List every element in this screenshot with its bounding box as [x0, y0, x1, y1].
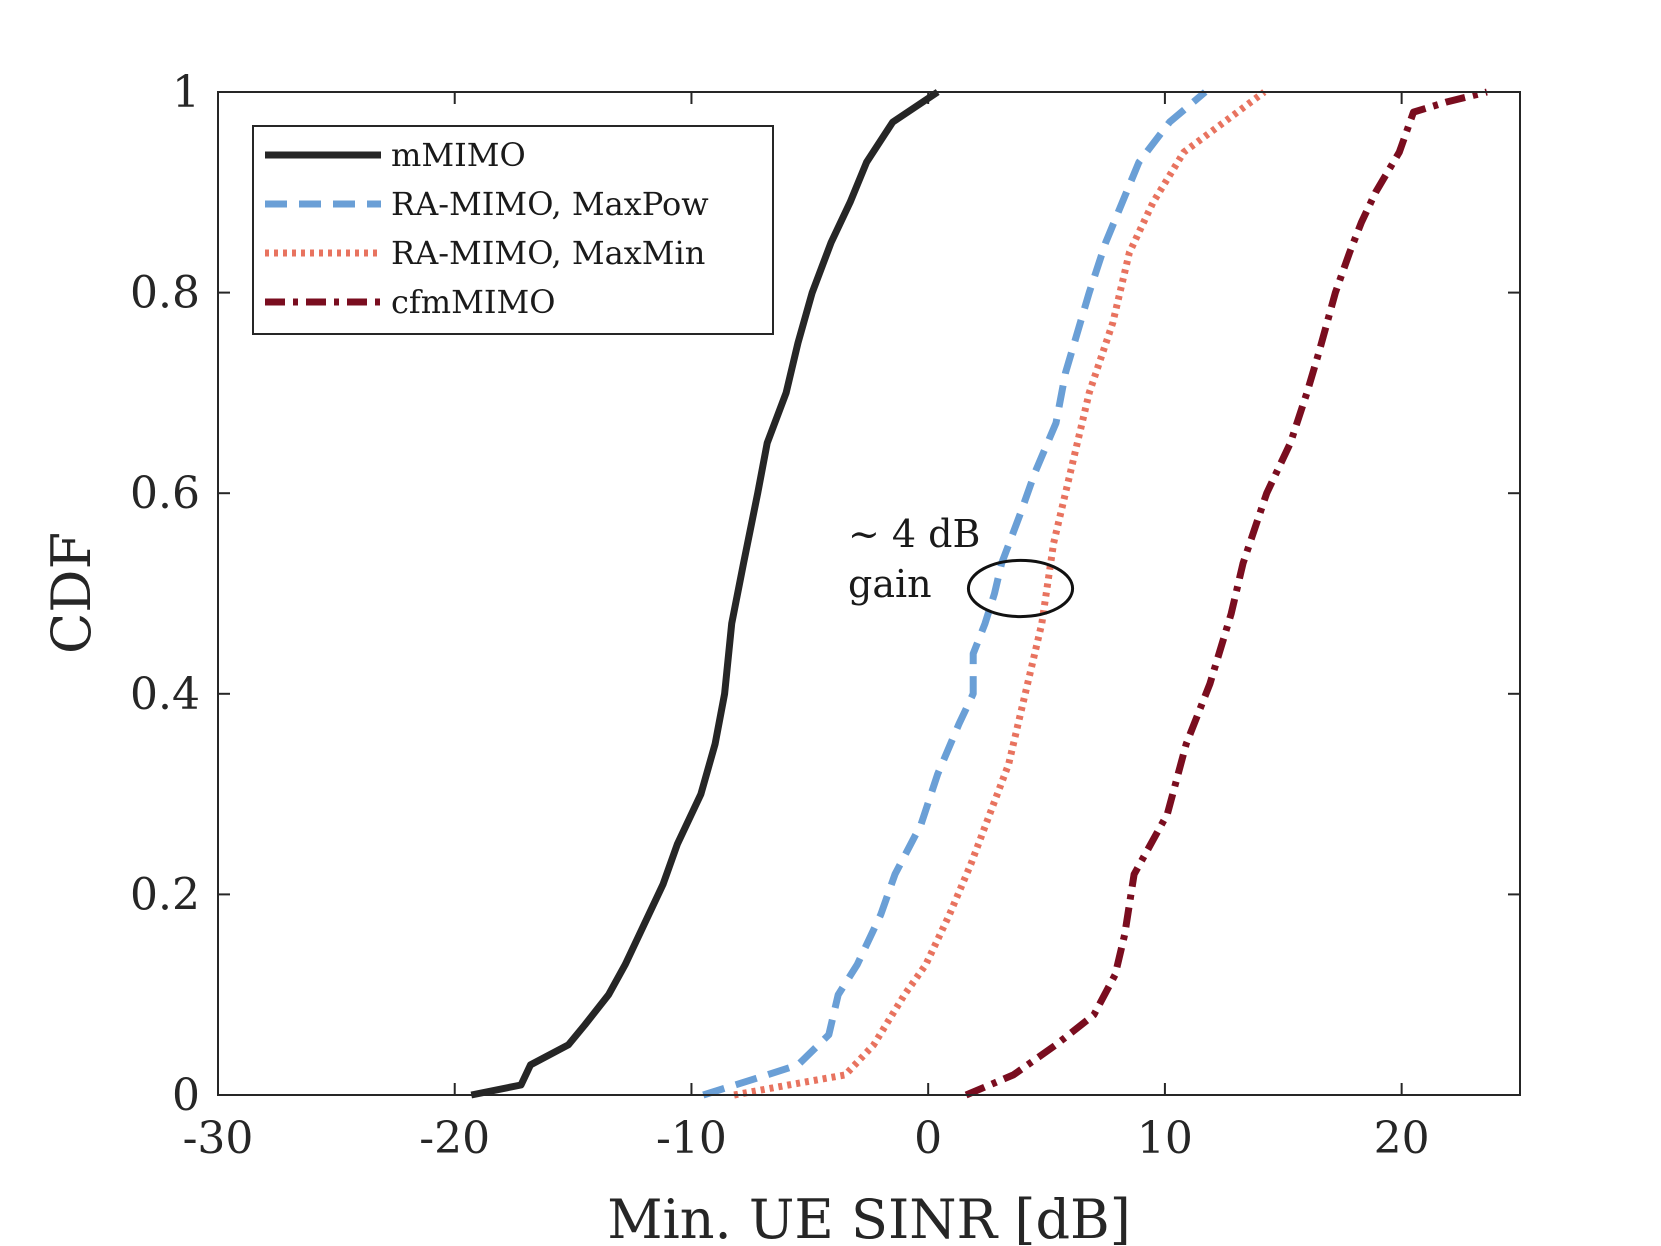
series-line-cfmmimo [964, 88, 1488, 1099]
gain-annotation: ~ 4 dB gain [848, 512, 1075, 619]
legend-label: mMIMO [391, 136, 526, 174]
legend: mMIMO RA-MIMO, MaxPow RA-MIMO, MaxMin cfmMI… [252, 125, 774, 335]
legend-label: RA-MIMO, MaxMin [391, 234, 705, 272]
y-axis-label: CDF [40, 532, 103, 654]
y-tick-label: 0.2 [130, 869, 200, 920]
series-line-ra-mimo-maxpow [702, 89, 1208, 1099]
y-tick-label: 1 [172, 67, 200, 118]
gain-ellipse [966, 558, 1075, 619]
annotation-line-2: gain [848, 562, 932, 606]
series-line-mmimo [470, 89, 940, 1099]
x-axis-label: Min. UE SINR [dB] [607, 1188, 1131, 1246]
series-lines [470, 88, 1488, 1099]
x-tick-label: 10 [1137, 1113, 1193, 1164]
y-tick-label: 0 [172, 1070, 200, 1121]
legend-label: cfmMIMO [391, 283, 556, 321]
x-tick-label: 0 [914, 1113, 942, 1164]
legend-box [252, 125, 774, 335]
x-tick-label: 20 [1374, 1113, 1430, 1164]
annotation-line-1: ~ 4 dB [848, 512, 980, 556]
y-tick-label: 0.6 [130, 468, 200, 519]
x-tick-label: -20 [419, 1113, 490, 1164]
x-tick-label: -10 [656, 1113, 727, 1164]
legend-label: RA-MIMO, MaxPow [391, 185, 709, 223]
axis-ticks: -30 -20 -10 0 10 20 0 0.2 0.4 0.6 0.8 1 [130, 67, 1520, 1164]
series-line-ra-mimo-maxmin [733, 89, 1267, 1099]
y-tick-label: 0.4 [130, 669, 200, 720]
y-tick-label: 0.8 [130, 268, 200, 319]
plot-frame [217, 91, 1521, 1096]
x-tick-label: -30 [183, 1113, 254, 1164]
